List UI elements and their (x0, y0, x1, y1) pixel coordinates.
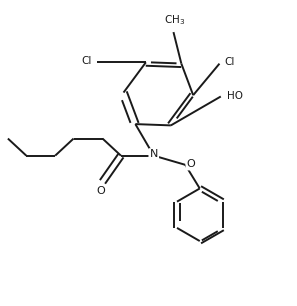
Text: O: O (96, 186, 105, 196)
Text: Cl: Cl (225, 57, 235, 67)
Text: HO: HO (227, 91, 243, 102)
Text: Cl: Cl (82, 56, 92, 66)
Text: O: O (187, 159, 195, 169)
Text: N: N (150, 149, 158, 159)
Text: CH$_3$: CH$_3$ (164, 13, 185, 27)
